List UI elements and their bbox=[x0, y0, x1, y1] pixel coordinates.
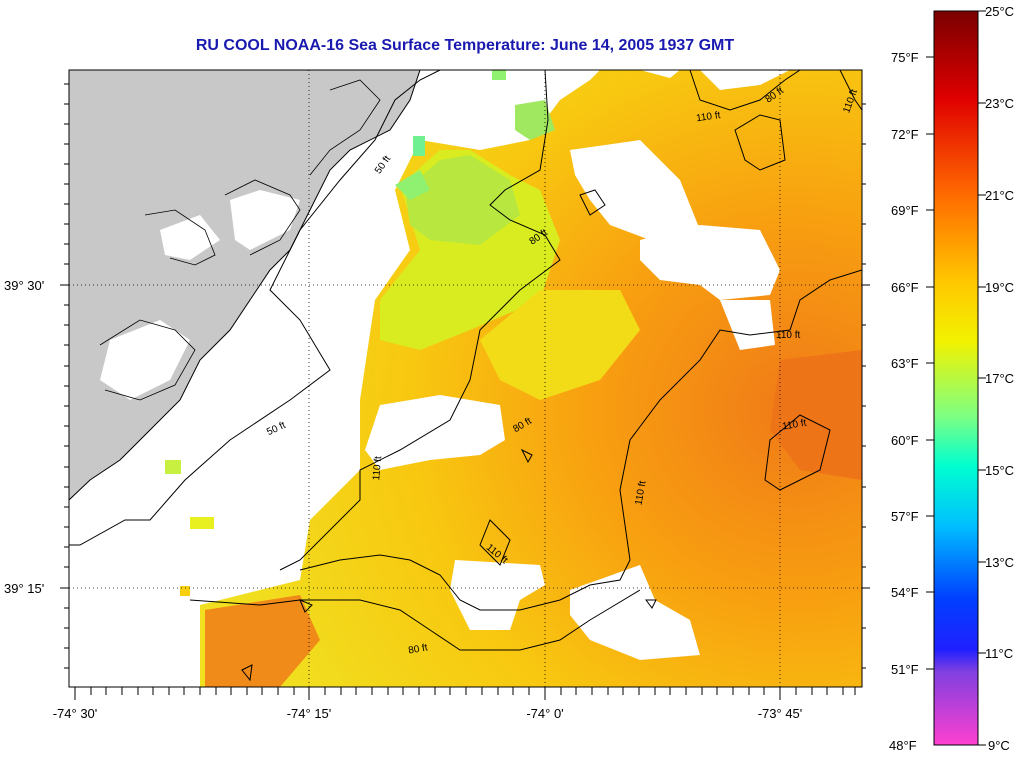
lon-label: -73° 45' bbox=[758, 706, 803, 721]
fahrenheit-label: 63°F bbox=[891, 356, 919, 371]
contour-label: 110 ft bbox=[371, 456, 384, 481]
fahrenheit-label: 54°F bbox=[891, 585, 919, 600]
celsius-label: 23°C bbox=[985, 96, 1014, 111]
axis-ticks bbox=[60, 83, 870, 700]
contour-label: 110 ft bbox=[776, 330, 800, 341]
celsius-label: 15°C bbox=[985, 463, 1014, 478]
contour-label: 110 ft bbox=[781, 418, 807, 433]
fahrenheit-label: 60°F bbox=[891, 433, 919, 448]
celsius-label: 11°C bbox=[985, 646, 1013, 661]
fahrenheit-label: 48°F bbox=[889, 738, 917, 753]
celsius-label: 9°C bbox=[988, 738, 1010, 753]
contour-label: 80 ft bbox=[407, 642, 428, 656]
contour-label: 110 ft bbox=[634, 480, 649, 506]
lon-label: -74° 30' bbox=[53, 706, 98, 721]
colorbar bbox=[933, 10, 979, 746]
land-mass bbox=[69, 70, 421, 501]
celsius-label: 21°C bbox=[985, 188, 1014, 203]
contour-label: 110 ft bbox=[696, 110, 722, 124]
celsius-label: 25°C bbox=[985, 4, 1014, 19]
fahrenheit-label: 66°F bbox=[891, 280, 919, 295]
celsius-label: 17°C bbox=[985, 371, 1014, 386]
cloud-mask bbox=[365, 70, 790, 660]
fahrenheit-label: 75°F bbox=[891, 50, 919, 65]
bathymetry-contours bbox=[69, 70, 862, 682]
colorbar-fahrenheit-labels: 75°F 72°F 69°F 66°F 63°F 60°F 57°F 54°F … bbox=[889, 50, 919, 753]
fahrenheit-label: 51°F bbox=[891, 662, 919, 677]
lat-label: 39° 15' bbox=[4, 581, 44, 596]
colorbar-celsius-labels: 25°C 23°C 21°C 19°C 17°C 15°C 13°C 11°C … bbox=[985, 4, 1014, 753]
fahrenheit-label: 69°F bbox=[891, 203, 919, 218]
graticule bbox=[69, 70, 862, 687]
celsius-label: 19°C bbox=[985, 280, 1014, 295]
colorbar-ticks bbox=[926, 10, 986, 746]
map-title: RU COOL NOAA-16 Sea Surface Temperature:… bbox=[195, 37, 735, 54]
lon-label: -74° 0' bbox=[526, 706, 563, 721]
lat-label: 39° 30' bbox=[4, 278, 44, 293]
fahrenheit-label: 57°F bbox=[891, 509, 919, 524]
lon-label: -74° 15' bbox=[287, 706, 332, 721]
celsius-label: 13°C bbox=[985, 555, 1014, 570]
fahrenheit-label: 72°F bbox=[891, 127, 919, 142]
